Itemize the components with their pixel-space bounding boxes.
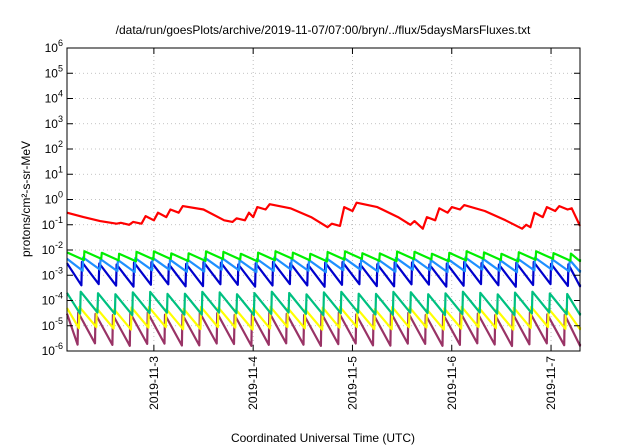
x-tick-label: 2019-11-4 [246, 356, 260, 410]
y-tick-label: 10-2 [42, 240, 63, 257]
y-tick-label: 105 [45, 63, 63, 80]
x-tick-label: 2019-11-6 [445, 356, 459, 410]
y-tick-label: 100 [45, 190, 63, 207]
y-axis-title: protons/cm²-s-sr-MeV [19, 141, 33, 257]
x-axis: 2019-11-3 2019-11-4 2019-11-5 2019-11-6 2019… [147, 48, 558, 410]
series-line [66, 260, 582, 288]
x-tick-label: 2019-11-3 [147, 356, 161, 410]
y-tick-label: 101 [45, 164, 63, 181]
series-layer [65, 201, 582, 348]
x-axis-title: Coordinated Universal Time (UTC) [231, 431, 415, 445]
y-tick-label: 10-4 [42, 291, 63, 308]
x-tick-label: 2019-11-7 [544, 356, 558, 410]
y-tick-label: 106 [45, 38, 63, 55]
y-tick-label: 102 [45, 139, 63, 156]
chart-title: /data/run/goesPlots/archive/2019-11-07/0… [116, 23, 531, 37]
series-line [66, 250, 582, 263]
x-tick-label: 2019-11-5 [345, 356, 359, 410]
series-line [66, 201, 581, 230]
y-tick-label: 10-1 [42, 215, 63, 232]
y-tick-label: 10-3 [42, 265, 63, 282]
y-axis: 10-6 10-5 10-4 10-3 10-2 10-1 100 101 102 103 104 1… [42, 38, 580, 358]
y-tick-label: 10-6 [42, 341, 63, 358]
y-tick-label: 104 [45, 89, 63, 106]
series-line [66, 290, 582, 317]
y-tick-label: 103 [45, 114, 63, 131]
y-tick-label: 10-5 [42, 316, 63, 333]
